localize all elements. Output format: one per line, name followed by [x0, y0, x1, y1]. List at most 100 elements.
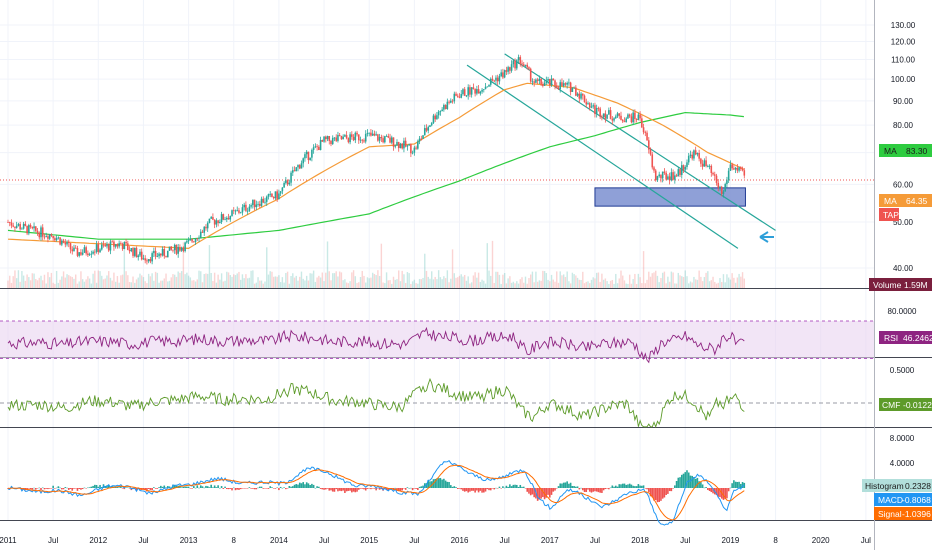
- volume-bar: [688, 283, 690, 288]
- histogram-bar: [606, 488, 608, 489]
- volume-bar: [161, 280, 164, 288]
- histogram-bar: [184, 486, 186, 488]
- volume-bar: [722, 274, 725, 288]
- candle-body: [107, 244, 110, 251]
- histogram-bar: [625, 484, 628, 488]
- support-zone[interactable]: [594, 187, 746, 207]
- volume-bar: [700, 276, 702, 288]
- volume-bar: [582, 271, 584, 288]
- candle-body: [429, 125, 431, 127]
- candle-body: [99, 249, 101, 253]
- candle-body: [87, 253, 89, 256]
- candle-body: [356, 132, 358, 135]
- histogram-bar: [493, 488, 496, 490]
- volume-bar: [358, 282, 360, 288]
- histogram-bar: [316, 486, 318, 488]
- macd-badge[interactable]: MACD -0.8068: [874, 493, 932, 506]
- signal-badge[interactable]: Signal -1.0396: [874, 507, 932, 520]
- histogram-bar: [31, 488, 34, 490]
- volume-bar: [474, 272, 476, 288]
- histogram-bar: [333, 488, 336, 492]
- histogram-bar: [679, 477, 681, 488]
- histogram-bar: [429, 481, 431, 488]
- candle-body: [220, 214, 223, 222]
- histogram-bar: [26, 488, 28, 490]
- volume-bar: [252, 270, 254, 288]
- volume-bar: [378, 275, 381, 288]
- histogram-bar: [166, 486, 169, 488]
- candle-body: [516, 60, 518, 69]
- volume-bar: [516, 281, 518, 288]
- histogram-badge[interactable]: Histogram 0.2328: [862, 479, 932, 492]
- candle-body: [632, 112, 634, 123]
- histogram-bar: [522, 486, 525, 488]
- price-tick-label: 60.00: [893, 180, 914, 189]
- volume-bar: [510, 282, 513, 288]
- ma-badge[interactable]: MA 64.35: [879, 194, 932, 207]
- candle-body: [705, 160, 707, 166]
- histogram-bar: [326, 488, 329, 489]
- candle-body: [288, 182, 291, 185]
- ticker-badge[interactable]: TAP: [879, 208, 899, 221]
- histogram-bar: [526, 488, 529, 492]
- time-axis[interactable]: 2011 Jul 2012 Jul 2013 8 2014 Jul 2015 Jul 2016 Jul…: [0, 536, 871, 545]
- volume-bar: [286, 271, 289, 288]
- candle-body: [696, 153, 699, 155]
- candle-body: [132, 248, 134, 256]
- volume-bar: [741, 272, 744, 288]
- candle-body: [281, 187, 284, 192]
- histogram-bar: [675, 480, 678, 488]
- rsi-line: [7, 326, 745, 364]
- volume-bar: [639, 277, 641, 288]
- candle-body: [510, 64, 513, 71]
- volume-bar: [708, 281, 711, 288]
- histogram-bar: [516, 484, 518, 488]
- histogram-bar: [722, 488, 725, 500]
- histogram-bar: [85, 488, 87, 489]
- histogram-bar: [443, 478, 445, 488]
- volume-bar: [239, 279, 242, 288]
- volume-bar: [681, 276, 683, 288]
- histogram-bar: [324, 488, 327, 490]
- candle-body: [85, 247, 87, 254]
- histogram-bar: [205, 485, 207, 488]
- histogram-bar: [265, 488, 268, 489]
- volume-bar: [491, 240, 494, 288]
- volume-bar: [57, 282, 60, 288]
- histogram-bar: [21, 488, 23, 491]
- volume-bar: [403, 274, 405, 288]
- volume-bar: [17, 270, 20, 288]
- volume-bar: [528, 278, 530, 288]
- volume-badge[interactable]: Volume 1.59M: [869, 278, 932, 291]
- histogram-bar: [291, 486, 294, 488]
- volume-bar: [314, 281, 317, 288]
- histogram-bar: [45, 488, 48, 489]
- rsi-badge[interactable]: RSI 46.2462: [879, 331, 932, 344]
- candle-body: [505, 70, 508, 72]
- candle-body: [90, 253, 93, 255]
- volume-bar: [191, 280, 193, 288]
- cmf-badge[interactable]: CMF -0.0122: [879, 398, 932, 411]
- volume-bar: [75, 274, 77, 288]
- histogram-bar: [213, 485, 216, 488]
- histogram-bar: [465, 488, 468, 492]
- rsi-badge-label: RSI: [884, 333, 898, 343]
- histogram-bar: [364, 488, 367, 491]
- volume-bar: [674, 283, 676, 288]
- volume-bar: [87, 276, 89, 288]
- histogram-bar: [163, 485, 166, 488]
- histogram-bar: [335, 488, 338, 490]
- histogram-bar: [40, 488, 42, 491]
- candle-body: [597, 108, 600, 109]
- histogram-bar: [661, 488, 664, 499]
- histogram-bar: [639, 485, 641, 488]
- volume-bar: [189, 277, 192, 288]
- histogram-bar: [153, 487, 155, 488]
- histogram-bar: [500, 488, 502, 489]
- ma2-badge[interactable]: MA 83.30: [879, 144, 932, 157]
- histogram-bar: [700, 482, 702, 488]
- histogram-bar: [47, 488, 49, 490]
- volume-bar: [519, 279, 521, 288]
